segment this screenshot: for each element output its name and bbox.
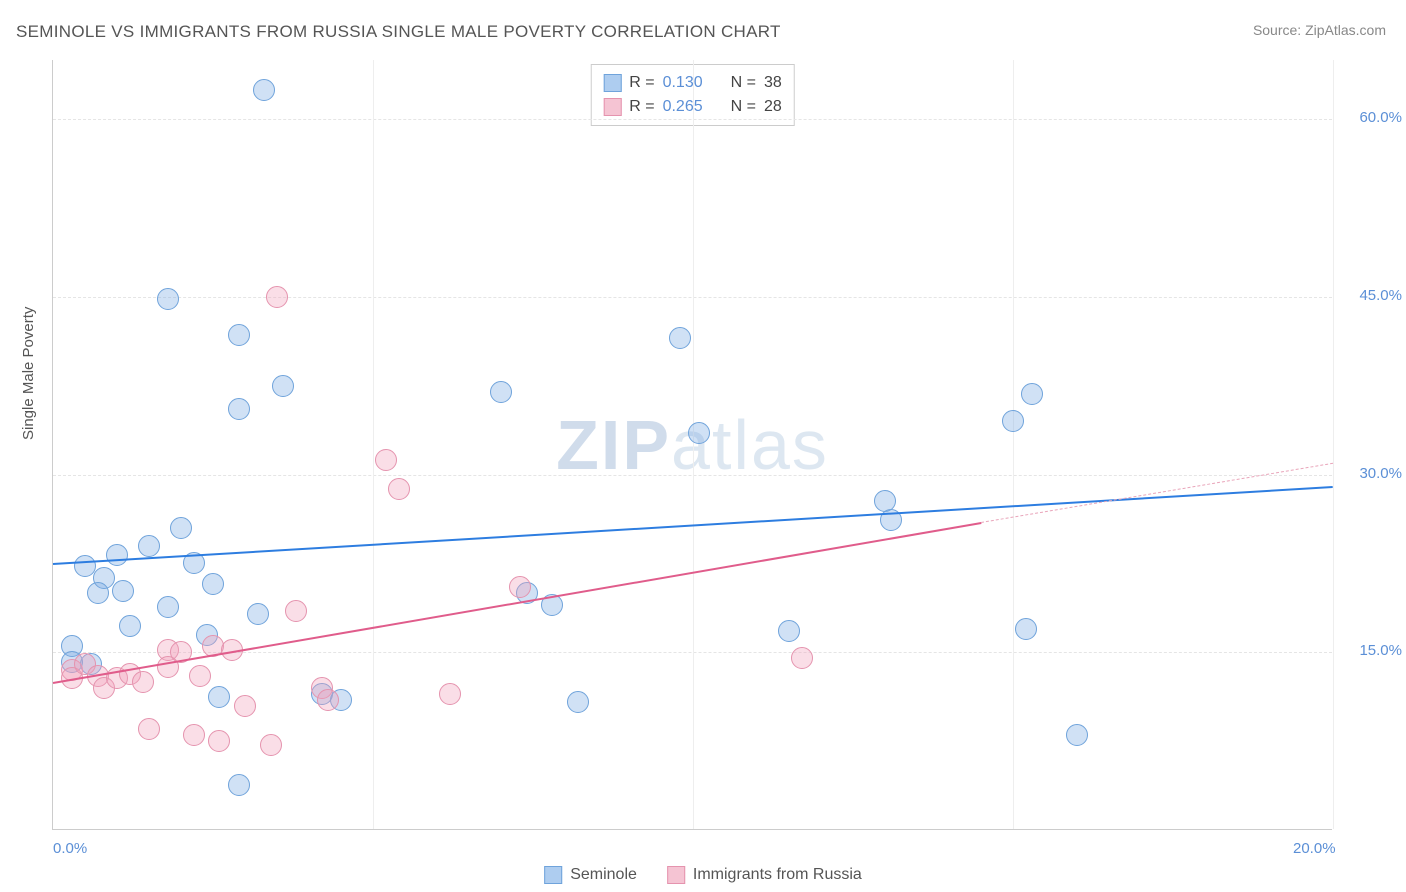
data-point (183, 724, 205, 746)
data-point (202, 573, 224, 595)
data-point (509, 576, 531, 598)
y-tick-label: 30.0% (1342, 465, 1402, 482)
data-point (1002, 410, 1024, 432)
data-point (490, 381, 512, 403)
data-point (138, 535, 160, 557)
source-label: Source: ZipAtlas.com (1253, 22, 1386, 38)
data-point (208, 686, 230, 708)
data-point (112, 580, 134, 602)
data-point (247, 603, 269, 625)
data-point (157, 288, 179, 310)
trend-line-extrapolated (981, 463, 1333, 523)
n-value: 38 (764, 71, 782, 95)
data-point (778, 620, 800, 642)
data-point (1021, 383, 1043, 405)
data-point (228, 324, 250, 346)
data-point (228, 398, 250, 420)
data-point (669, 327, 691, 349)
n-label: N = (731, 71, 756, 95)
y-tick-label: 60.0% (1342, 109, 1402, 126)
data-point (87, 582, 109, 604)
x-tick-label: 20.0% (1293, 840, 1336, 857)
legend-swatch (603, 98, 621, 116)
legend-series-item: Seminole (544, 866, 637, 884)
data-point (138, 718, 160, 740)
data-point (260, 734, 282, 756)
data-point (388, 478, 410, 500)
data-point (119, 615, 141, 637)
data-point (375, 449, 397, 471)
r-label: R = (629, 71, 654, 95)
y-tick-label: 15.0% (1342, 642, 1402, 659)
chart-container: SEMINOLE VS IMMIGRANTS FROM RUSSIA SINGL… (0, 0, 1406, 892)
data-point (266, 286, 288, 308)
gridline-v (1013, 60, 1014, 829)
data-point (317, 689, 339, 711)
data-point (439, 683, 461, 705)
legend-swatch (603, 74, 621, 92)
data-point (208, 730, 230, 752)
data-point (106, 544, 128, 566)
x-tick-label: 0.0% (53, 840, 87, 857)
gridline-v (373, 60, 374, 829)
y-axis-label: Single Male Poverty (20, 307, 37, 440)
n-label: N = (731, 95, 756, 119)
data-point (567, 691, 589, 713)
data-point (1015, 618, 1037, 640)
data-point (791, 647, 813, 669)
data-point (272, 375, 294, 397)
data-point (132, 671, 154, 693)
data-point (228, 774, 250, 796)
plot-area: ZIPatlas R =0.130N =38R =0.265N =28 15.0… (52, 60, 1332, 830)
gridline-v (693, 60, 694, 829)
n-value: 28 (764, 95, 782, 119)
data-point (1066, 724, 1088, 746)
r-label: R = (629, 95, 654, 119)
legend-swatch (667, 866, 685, 884)
data-point (234, 695, 256, 717)
r-value: 0.130 (663, 71, 703, 95)
data-point (285, 600, 307, 622)
r-value: 0.265 (663, 95, 703, 119)
y-tick-label: 45.0% (1342, 287, 1402, 304)
data-point (688, 422, 710, 444)
legend-series-item: Immigrants from Russia (667, 866, 862, 884)
legend-swatch (544, 866, 562, 884)
trend-line (53, 522, 981, 684)
legend-series-label: Immigrants from Russia (693, 866, 862, 884)
data-point (170, 517, 192, 539)
gridline-v (1333, 60, 1334, 829)
data-point (157, 596, 179, 618)
data-point (253, 79, 275, 101)
data-point (189, 665, 211, 687)
legend-series-label: Seminole (570, 866, 637, 884)
legend-series: Seminole Immigrants from Russia (544, 866, 862, 884)
chart-title: SEMINOLE VS IMMIGRANTS FROM RUSSIA SINGL… (16, 22, 781, 42)
